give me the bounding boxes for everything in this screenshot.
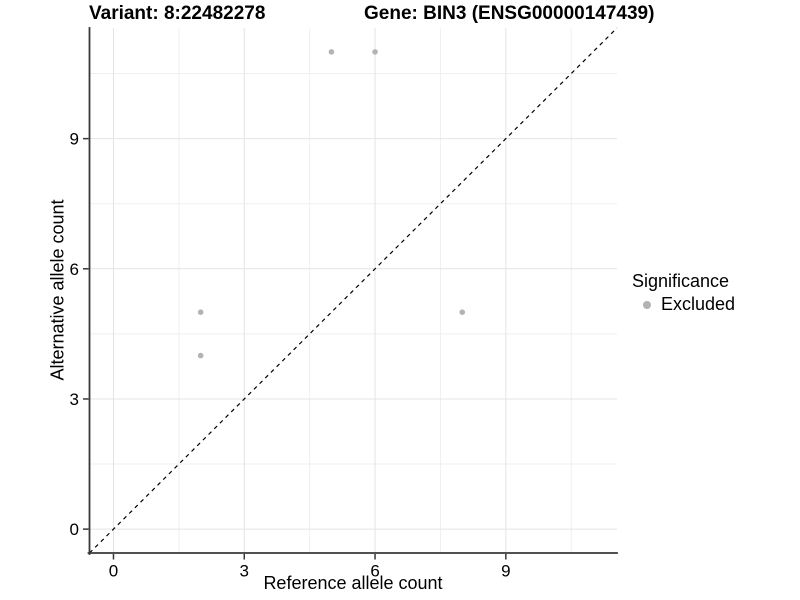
x-tick-label: 6 xyxy=(370,562,379,581)
data-point xyxy=(328,49,335,55)
y-tick-label: 9 xyxy=(70,130,79,149)
legend-key xyxy=(634,296,660,314)
legend-entries: Excluded xyxy=(632,294,735,315)
y-tick-label: 0 xyxy=(70,520,79,539)
legend-title: Significance xyxy=(632,271,730,291)
y-tick-label: 3 xyxy=(70,390,79,409)
data-point xyxy=(459,309,466,315)
x-axis-title: Reference allele count xyxy=(263,573,443,593)
plot-title-variant: Variant: 8:22482278 xyxy=(89,3,266,24)
x-tick-label: 9 xyxy=(501,562,510,581)
data-point xyxy=(197,309,204,315)
plot-title-gene: Gene: BIN3 (ENSG00000147439) xyxy=(364,3,655,24)
legend: Significance Excluded xyxy=(632,271,735,315)
legend-key-dot-icon xyxy=(643,300,651,309)
data-point xyxy=(372,49,378,55)
x-tick-label: 0 xyxy=(109,562,118,581)
x-tick-label: 3 xyxy=(240,562,249,581)
identity-dashed-line xyxy=(89,27,618,554)
legend-entry: Excluded xyxy=(632,294,735,315)
y-axis-title: Alternative allele count xyxy=(47,199,68,381)
y-tick-label: 6 xyxy=(70,260,79,279)
data-point xyxy=(197,352,204,359)
legend-entry-label: Excluded xyxy=(661,294,736,314)
